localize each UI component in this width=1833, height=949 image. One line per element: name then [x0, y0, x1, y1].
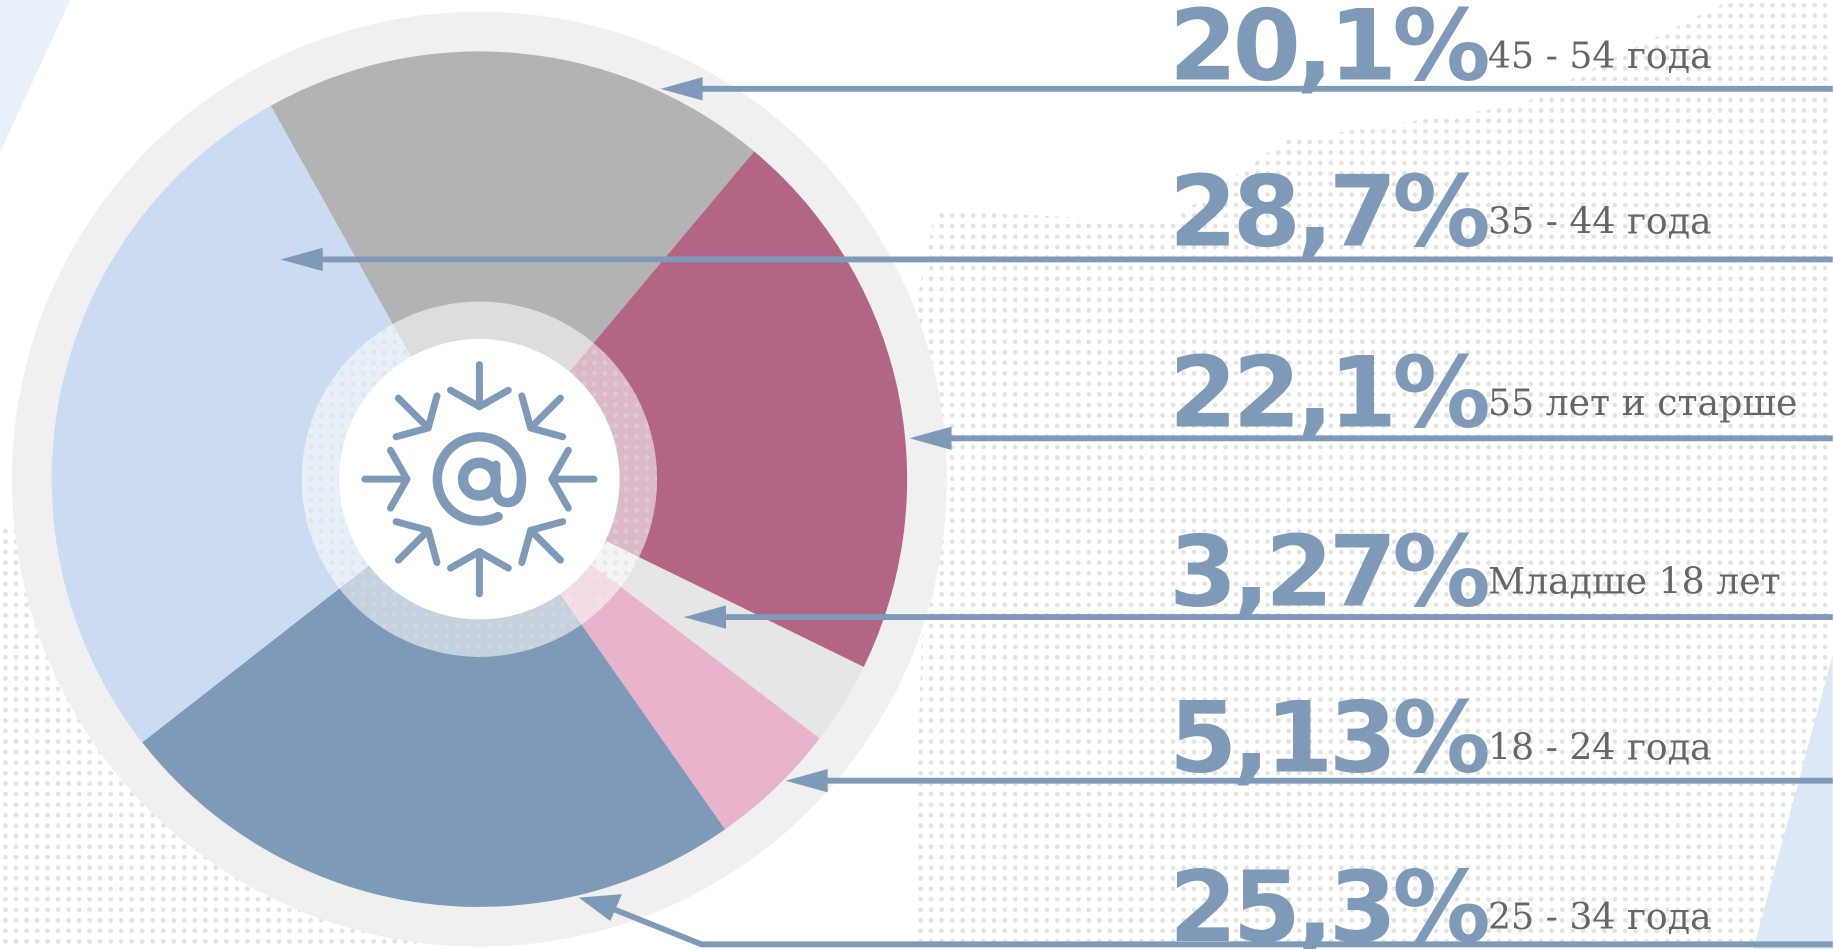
- pie-slice: [142, 479, 726, 907]
- percent-label: 25,3%: [1169, 851, 1488, 949]
- category-label: Младше 18 лет: [1488, 560, 1781, 603]
- arrow-head: [909, 426, 952, 450]
- category-label: 45 - 54 года: [1488, 34, 1712, 77]
- arrow-head: [578, 894, 622, 921]
- arrow-line: [606, 904, 1833, 948]
- arrow-head: [280, 247, 323, 272]
- icon-arrow: [392, 392, 441, 441]
- arrow-head: [785, 769, 828, 793]
- percent-label: 5,13%: [1169, 681, 1488, 795]
- pointer-arrow: [909, 426, 1833, 450]
- icon-arrow: [361, 446, 411, 512]
- icon-arrow: [518, 518, 567, 566]
- category-label: 35 - 44 года: [1488, 200, 1712, 243]
- icon-arrows: [361, 361, 598, 598]
- email-icon: [432, 432, 527, 526]
- icon-arrow-head: [392, 518, 441, 566]
- icon-arrow: [548, 446, 598, 512]
- category-label: 18 - 24 года: [1488, 726, 1712, 769]
- arrow-head: [660, 77, 703, 101]
- percent-label: 22,1%: [1169, 337, 1488, 451]
- corner-shape: [0, 0, 71, 152]
- pointer-arrow: [785, 769, 1833, 793]
- icon-arrow-head: [447, 386, 512, 411]
- pie-slice: [270, 51, 755, 480]
- icon-arrow: [447, 361, 512, 411]
- icon-arrow: [392, 518, 441, 566]
- icon-arrow-head: [548, 446, 572, 512]
- pointer-arrow: [683, 605, 1833, 629]
- percent-label: 20,1%: [1169, 0, 1488, 103]
- icon-arrow-shaft: [527, 394, 564, 432]
- category-label: 25 - 34 года: [1488, 895, 1712, 938]
- icon-arrow-head: [447, 548, 512, 572]
- pie-slice: [51, 105, 480, 743]
- icon-arrow-head: [518, 392, 567, 441]
- icon-arrow-head: [392, 392, 441, 441]
- pointer-arrow: [280, 247, 1833, 272]
- category-label: 55 лет и старше: [1488, 381, 1797, 424]
- arrow-head: [683, 605, 726, 629]
- pie-slice: [479, 151, 908, 667]
- percent-label: 3,27%: [1169, 515, 1488, 629]
- dot-map: [888, 0, 1833, 949]
- icon-arrow: [447, 548, 512, 598]
- icon-arrow: [518, 392, 567, 441]
- percent-label: 28,7%: [1169, 155, 1488, 269]
- pointer-arrow: [578, 894, 1833, 948]
- corner-shape: [1753, 654, 1833, 949]
- icon-arrow-head: [518, 518, 567, 566]
- icon-arrow-shaft: [527, 526, 564, 564]
- icon-arrow-shaft: [394, 394, 432, 432]
- icon-arrow-head: [386, 446, 411, 512]
- icon-arrow-shaft: [394, 526, 432, 564]
- pointer-arrow: [660, 77, 1833, 101]
